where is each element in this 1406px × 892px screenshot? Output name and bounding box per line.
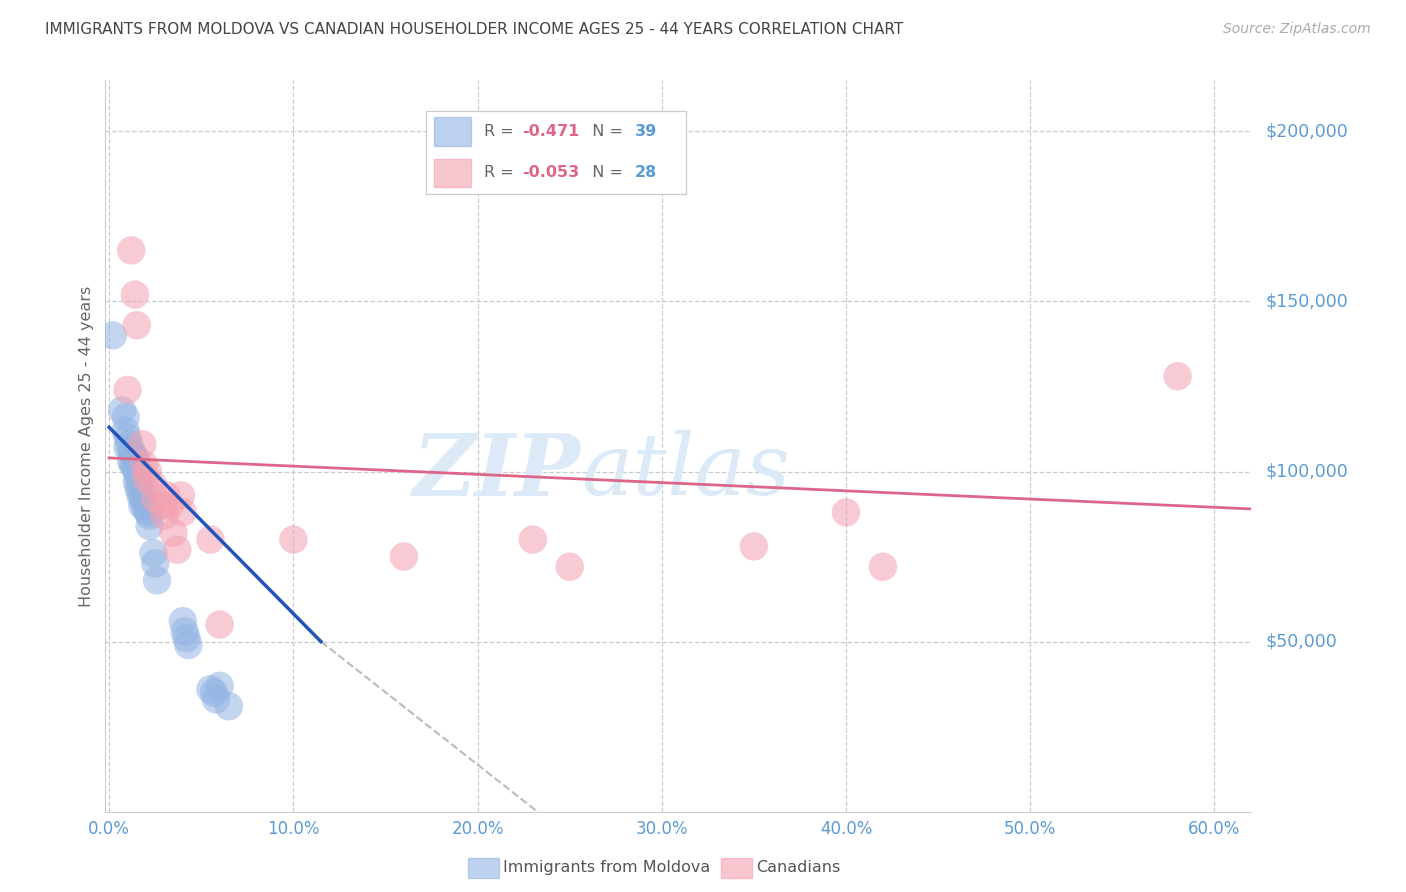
Point	[146, 574, 169, 588]
Point	[200, 682, 222, 697]
Point	[118, 437, 141, 451]
Bar	[434, 159, 471, 187]
Point	[208, 617, 231, 632]
Point	[117, 383, 139, 397]
Point	[143, 491, 166, 506]
Point	[142, 478, 165, 492]
Text: N =: N =	[582, 165, 628, 180]
Point	[155, 488, 177, 502]
Point	[392, 549, 415, 564]
Point	[166, 542, 188, 557]
Point	[200, 533, 222, 547]
Text: ZIP: ZIP	[413, 430, 581, 514]
Point	[134, 495, 156, 509]
Text: 39: 39	[634, 124, 657, 139]
Text: $200,000: $200,000	[1265, 122, 1348, 140]
Point	[134, 458, 156, 472]
Point	[162, 525, 184, 540]
Point	[142, 546, 165, 560]
Point	[1167, 369, 1189, 384]
Point	[125, 475, 148, 489]
Text: -0.471: -0.471	[523, 124, 579, 139]
Point	[124, 461, 146, 475]
Point	[122, 448, 145, 462]
Point	[125, 318, 148, 333]
Point	[125, 465, 148, 479]
Point	[128, 471, 150, 485]
Point	[136, 505, 159, 519]
Point	[872, 559, 894, 574]
Point	[120, 244, 142, 258]
Point	[152, 499, 174, 513]
Point	[176, 631, 198, 645]
Point	[125, 454, 148, 468]
Point	[177, 638, 200, 652]
Text: -0.053: -0.053	[523, 165, 579, 180]
Point	[172, 614, 194, 628]
Point	[111, 403, 134, 417]
Y-axis label: Householder Income Ages 25 - 44 years: Householder Income Ages 25 - 44 years	[79, 285, 94, 607]
Text: R =: R =	[484, 124, 519, 139]
Point	[136, 465, 159, 479]
Point	[131, 499, 153, 513]
Point	[124, 287, 146, 301]
Text: 28: 28	[634, 165, 657, 180]
Text: $50,000: $50,000	[1265, 632, 1337, 650]
Point	[138, 508, 160, 523]
Point	[120, 444, 142, 458]
Point	[101, 328, 124, 343]
Point	[131, 488, 153, 502]
Text: atlas: atlas	[581, 430, 790, 513]
Point	[143, 557, 166, 571]
Point	[283, 533, 305, 547]
Point	[120, 454, 142, 468]
Point	[153, 508, 176, 523]
Point	[835, 505, 858, 519]
Point	[129, 488, 152, 502]
Point	[208, 679, 231, 693]
Text: Source: ZipAtlas.com: Source: ZipAtlas.com	[1223, 22, 1371, 37]
Point	[159, 499, 181, 513]
Text: $100,000: $100,000	[1265, 463, 1348, 481]
Point	[122, 458, 145, 472]
Point	[117, 430, 139, 444]
Point	[114, 410, 136, 425]
Text: N =: N =	[582, 124, 628, 139]
Point	[129, 478, 152, 492]
Text: $150,000: $150,000	[1265, 293, 1348, 310]
Point	[124, 450, 146, 465]
Point	[173, 624, 195, 639]
Point	[202, 686, 225, 700]
Point	[742, 540, 765, 554]
Point	[558, 559, 581, 574]
Text: IMMIGRANTS FROM MOLDOVA VS CANADIAN HOUSEHOLDER INCOME AGES 25 - 44 YEARS CORREL: IMMIGRANTS FROM MOLDOVA VS CANADIAN HOUS…	[45, 22, 903, 37]
Point	[114, 424, 136, 438]
Point	[135, 502, 157, 516]
Point	[170, 488, 193, 502]
Text: Canadians: Canadians	[756, 860, 841, 874]
Point	[522, 533, 544, 547]
Text: R =: R =	[484, 165, 519, 180]
Text: Immigrants from Moldova: Immigrants from Moldova	[503, 860, 710, 874]
Point	[135, 471, 157, 485]
Bar	[434, 118, 471, 145]
Point	[131, 437, 153, 451]
Point	[218, 699, 240, 714]
Point	[138, 519, 160, 533]
Point	[117, 441, 139, 455]
Point	[128, 482, 150, 496]
Point	[172, 505, 194, 519]
Point	[205, 692, 228, 706]
